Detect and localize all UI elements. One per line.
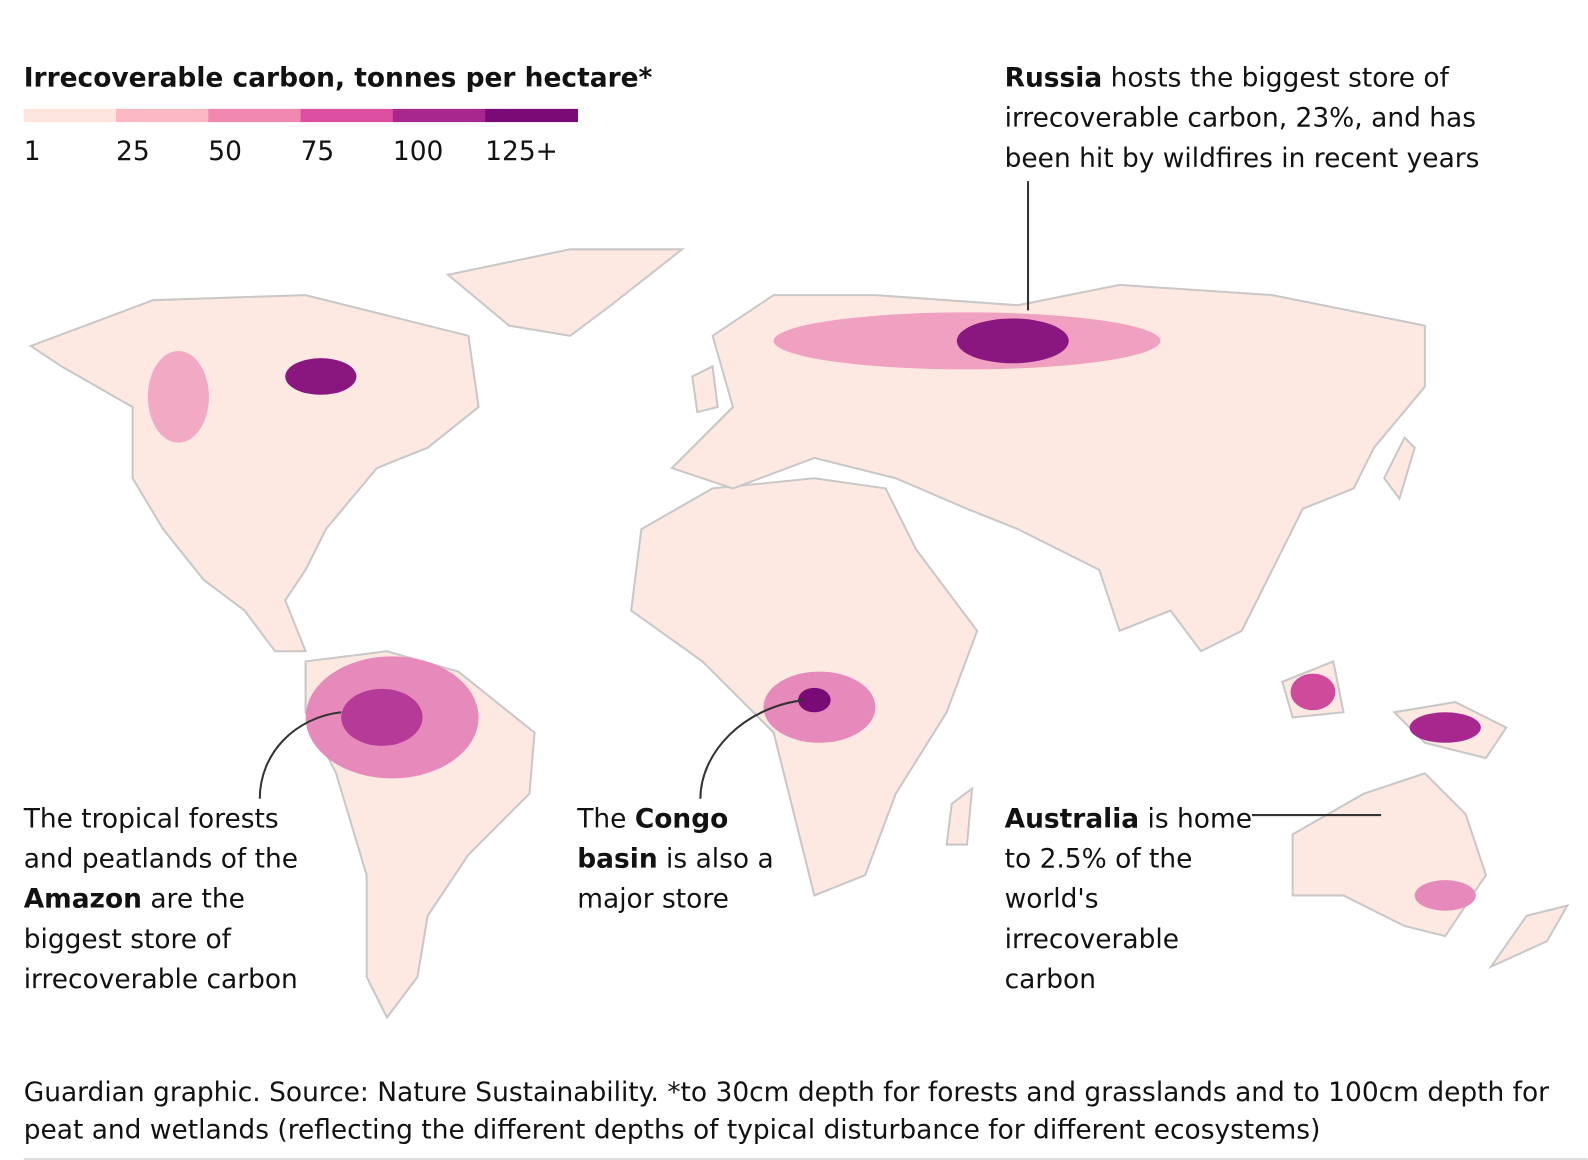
hotspot — [1409, 712, 1481, 743]
annotations: Russia hosts the biggest store of irrecov… — [23, 62, 1480, 995]
annotation-text: hosts the biggest store of — [1102, 62, 1449, 93]
hotspot — [147, 351, 209, 443]
new-zealand — [1488, 904, 1570, 970]
annotation-text: irrecoverable — [1005, 924, 1179, 955]
legend-label: 50 — [208, 136, 242, 167]
annotation-text: biggest store of — [24, 924, 232, 955]
hotspot — [798, 687, 831, 713]
hotspot — [341, 688, 423, 746]
legend: 1 25 50 75 100 125+ — [23, 108, 578, 167]
annotation-text: is also a — [658, 843, 774, 874]
annotation-text: world's — [1005, 884, 1099, 915]
annotation-text: Australia — [1005, 803, 1140, 834]
legend-label: 75 — [301, 136, 335, 167]
annotation-text: The tropical forests — [23, 803, 279, 834]
hotspot — [1290, 673, 1336, 711]
annotation-text: is home — [1139, 803, 1252, 834]
annotation-text: irrecoverable carbon — [24, 964, 298, 995]
source-line: Guardian graphic. Source: Nature Sustain… — [24, 1077, 1549, 1108]
annotation-text: are the — [142, 884, 245, 915]
eurasia — [670, 283, 1426, 653]
legend-swatch — [300, 108, 394, 123]
annotation-text: Amazon — [24, 884, 142, 915]
annotation-text: carbon — [1005, 964, 1096, 995]
land — [28, 248, 1570, 1020]
annotation-text: major store — [577, 884, 729, 915]
annotation: The tropical forests and peatlands of the… — [23, 803, 298, 995]
annotation-text: and peatlands of the — [24, 843, 298, 874]
madagascar — [945, 786, 974, 846]
annotation: Russia hosts the biggest store of irrecov… — [1005, 62, 1480, 173]
annotation-text: The — [576, 803, 635, 834]
hotspot — [285, 358, 357, 395]
legend-label: 100 — [393, 136, 443, 167]
legend-swatch — [485, 108, 578, 123]
legend-title: Irrecoverable carbon, tonnes per hectare… — [24, 62, 653, 93]
legend-swatch — [116, 108, 209, 123]
annotation-text: irrecoverable carbon, 23%, and has — [1005, 103, 1476, 134]
legend-label: 1 — [24, 136, 41, 167]
annotation-text: Congo — [635, 803, 728, 834]
annotation-text: basin — [577, 843, 657, 874]
australia — [1291, 772, 1488, 938]
legend-label: 25 — [116, 136, 150, 167]
legend-swatch — [392, 108, 486, 123]
leader-line — [699, 699, 805, 799]
legend-swatch — [208, 108, 302, 123]
japan — [1382, 435, 1416, 501]
leader-line — [258, 711, 342, 799]
legend-swatch — [23, 108, 117, 123]
greenland — [445, 248, 686, 337]
source: Guardian graphic. Source: Nature Sustain… — [24, 1077, 1549, 1146]
annotation-text: been hit by wildfires in recent years — [1005, 143, 1480, 174]
uk — [691, 364, 719, 414]
annotation: Australia is home to 2.5% of the world's ir… — [1005, 803, 1252, 995]
north-america — [28, 294, 480, 653]
carbon-hotspots — [147, 312, 1481, 911]
hotspot — [1414, 880, 1476, 911]
annotation-text: to 2.5% of the — [1005, 843, 1193, 874]
annotation: The Congo basin is also a major store — [576, 803, 773, 914]
source-line: peat and wetlands (reflecting the differ… — [24, 1115, 1321, 1146]
hotspot — [956, 318, 1069, 364]
annotation-text: Russia — [1005, 62, 1103, 93]
legend-label: 125+ — [485, 136, 558, 167]
